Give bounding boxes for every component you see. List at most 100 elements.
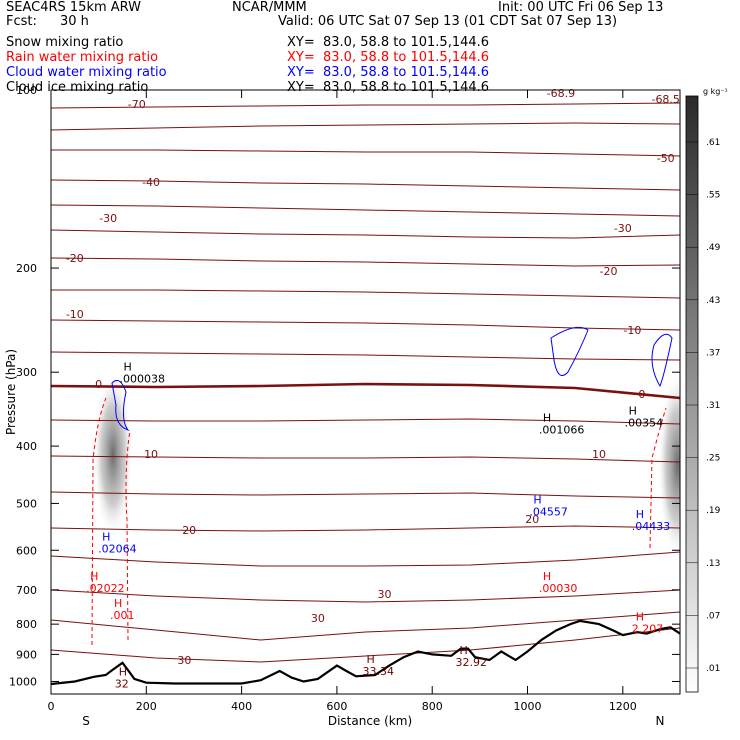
- isotherm-label: 20: [182, 524, 196, 537]
- maximum-marker: H: [124, 361, 132, 374]
- x-axis-label: Distance (km): [328, 714, 412, 728]
- y-tick-label: 200: [16, 262, 37, 275]
- maximum-marker: H: [636, 508, 644, 521]
- isotherm: [51, 102, 680, 109]
- colorbar-label: .43: [706, 296, 720, 306]
- isotherm: [51, 179, 680, 191]
- isotherm: [51, 204, 680, 217]
- field-cloud-water-xy: XY= 83.0, 58.8 to 101.5,144.6: [287, 65, 490, 80]
- x-tick-label: 1000: [514, 700, 542, 713]
- y-tick-label: 900: [16, 648, 37, 661]
- organization: NCAR/MMM: [232, 0, 307, 15]
- maximum-marker: H: [102, 530, 110, 543]
- field-cloud-ice-xy: XY= 83.0, 58.8 to 101.5,144.6: [287, 80, 490, 95]
- maximum-value: .00354: [625, 417, 664, 430]
- colorbar-unit: g kg⁻¹: [703, 87, 728, 96]
- maximum-marker: H: [367, 653, 375, 666]
- y-tick-label: 400: [16, 440, 37, 453]
- y-axis-label: Pressure (hPa): [4, 349, 18, 435]
- isotherm: [51, 611, 680, 641]
- fcst-value: 30 h: [60, 14, 89, 29]
- maximum-value: 2.207: [632, 622, 664, 635]
- maximum-marker: H: [629, 405, 637, 418]
- isotherm-label: 0: [95, 378, 102, 391]
- isotherm-label: 20: [525, 513, 539, 526]
- isotherm-label: 30: [177, 654, 191, 667]
- field-snow-name: Snow mixing ratio: [6, 35, 124, 50]
- cloud-water-contour: [651, 333, 673, 388]
- maximum-marker: H: [543, 412, 551, 425]
- field-cloud-water-name: Cloud water mixing ratio: [6, 65, 167, 80]
- maximum-value: 32.92: [455, 656, 487, 669]
- maximum-value: .04557: [529, 505, 568, 518]
- colorbar-label: .13: [706, 559, 720, 569]
- colorbar-label: .49: [706, 243, 721, 253]
- isotherm: [51, 382, 680, 400]
- isotherm: [51, 525, 680, 532]
- rain-contour: [91, 397, 131, 646]
- colorbar-label: .25: [706, 454, 720, 464]
- isotherm: [51, 455, 680, 463]
- colorbar-label: .07: [706, 611, 720, 621]
- isotherm-label: 30: [378, 588, 392, 601]
- init-time: Init: 00 UTC Fri 06 Sep 13: [498, 0, 664, 15]
- field-cloud-ice-name: Cloud ice mixing ratio: [6, 80, 149, 95]
- x-tick-label: 200: [136, 700, 157, 713]
- maximum-value: .02022: [86, 582, 125, 595]
- isotherm-label: 10: [592, 448, 606, 461]
- colorbar-label: .19: [706, 506, 721, 516]
- x-end-label-right: N: [656, 714, 665, 728]
- colorbar-label: .37: [706, 348, 720, 358]
- shaded-region: [657, 372, 680, 559]
- x-end-label-left: S: [82, 714, 90, 728]
- isotherm: [51, 122, 680, 131]
- maximum-value: .001: [110, 609, 134, 622]
- x-axis: 0 200 400 600 800 1000 1200: [48, 90, 637, 713]
- y-tick-label: 300: [16, 366, 37, 379]
- isotherm-label: 0: [638, 388, 645, 401]
- maximum-marker: H: [119, 665, 127, 678]
- x-tick-label: 0: [48, 700, 55, 713]
- maximum-marker: H: [543, 570, 551, 583]
- isotherm: [51, 229, 680, 239]
- colorbar: .01 .07 .13 .19 .25 .31 .37 .43 .49 .55 .61 g kg⁻¹: [685, 87, 728, 693]
- y-tick-label: 1000: [9, 675, 37, 688]
- terrain-line: [51, 619, 680, 686]
- colorbar-gradient: [685, 95, 699, 693]
- isotherm-label: 10: [144, 448, 158, 461]
- isotherm-label: -20: [600, 265, 618, 278]
- isotherm: [51, 289, 680, 299]
- isotherm: [51, 627, 680, 663]
- field-rain-name: Rain water mixing ratio: [6, 50, 159, 65]
- colorbar-label: .55: [706, 191, 720, 201]
- field-rain-xy: XY= 83.0, 58.8 to 101.5,144.6: [287, 50, 490, 65]
- y-tick-label: 100: [16, 84, 37, 97]
- maximum-marker: H: [459, 644, 467, 657]
- valid-time: Valid: 06 UTC Sat 07 Sep 13 (01 CDT Sat …: [278, 14, 618, 29]
- isotherm: [51, 418, 680, 425]
- isotherm: [51, 491, 680, 499]
- maximum-marker: H: [533, 493, 541, 506]
- y-tick-label: 600: [16, 544, 37, 557]
- maximum-marker: H: [90, 570, 98, 583]
- x-tick-label: 800: [422, 700, 443, 713]
- isotherm: [51, 257, 680, 267]
- colorbar-label: .31: [706, 401, 720, 411]
- isotherm-label: 30: [311, 612, 325, 625]
- maximum-value: .04433: [632, 520, 671, 533]
- maximum-value: .001066: [539, 424, 585, 437]
- isotherm-label: -40: [142, 176, 160, 189]
- y-tick-label: 500: [16, 497, 37, 510]
- isotherm-label: -20: [66, 252, 84, 265]
- isotherm: [51, 351, 680, 361]
- cloud-water-contour: [550, 326, 589, 376]
- maximum-value: 32: [115, 677, 129, 690]
- isotherm: [51, 149, 680, 157]
- isotherm-label: -68.5: [651, 93, 679, 106]
- colorbar-label: .01: [706, 664, 720, 674]
- plot-frame: [50, 89, 681, 695]
- x-tick-label: 400: [231, 700, 252, 713]
- y-tick-label: 700: [16, 584, 37, 597]
